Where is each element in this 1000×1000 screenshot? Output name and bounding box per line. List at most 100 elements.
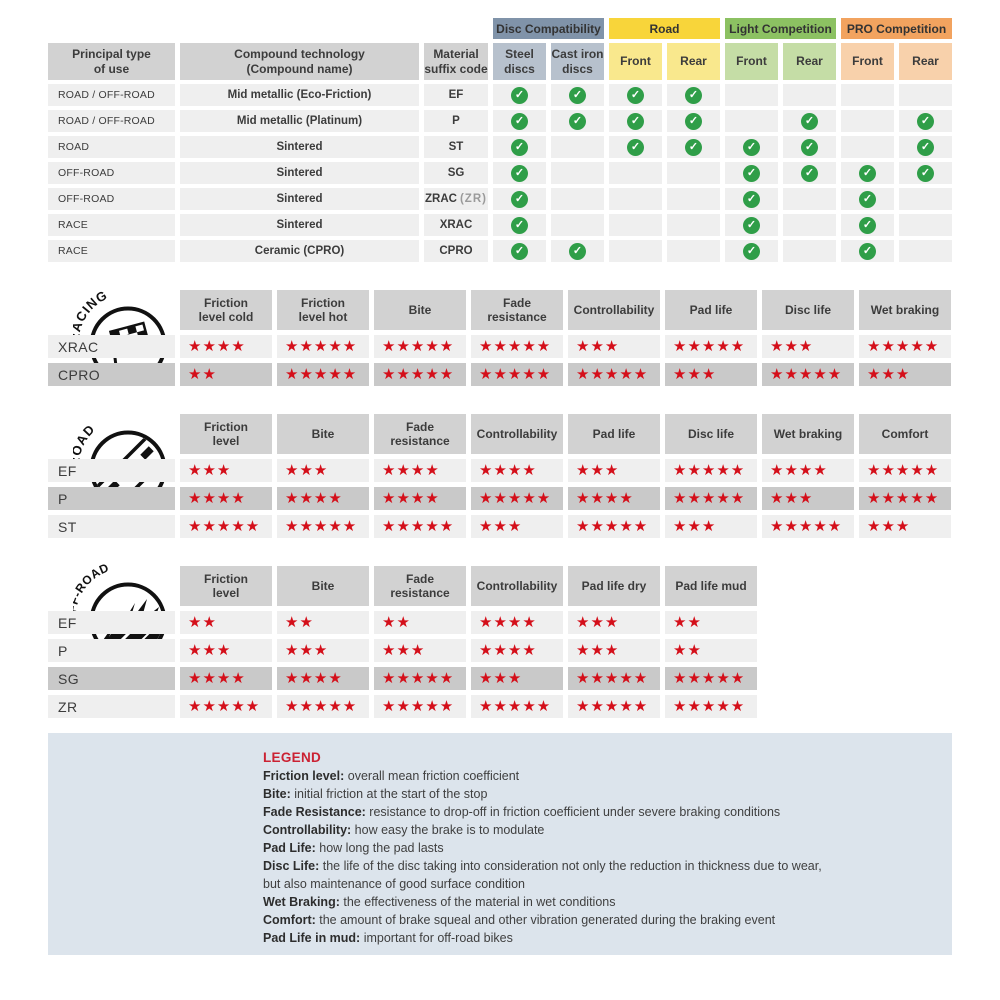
legend-term: Pad Life in mud:: [263, 931, 364, 945]
cell-principal-use: ROAD: [48, 136, 175, 158]
spacer: [424, 18, 488, 39]
rating-column-header: Bite: [277, 414, 369, 454]
compound-row-label: SG: [48, 667, 175, 690]
compat-cell: [667, 214, 720, 236]
star-rating-cell: ★★★★: [374, 487, 466, 510]
sub-column-header: Rear: [899, 43, 952, 80]
group-header-0: Disc Compatibility: [493, 18, 604, 39]
compat-cell: ✓: [493, 214, 546, 236]
legend-desc: overall mean friction coefficient: [347, 769, 520, 783]
compat-cell: [551, 188, 604, 210]
column-header: Principal type of use: [48, 43, 175, 80]
legend-desc: initial friction at the start of the sto…: [294, 787, 488, 801]
star-rating-cell: ★★★★: [471, 639, 563, 662]
compat-cell: ✓: [899, 136, 952, 158]
star-rating-cell: ★★★★★: [665, 335, 757, 358]
check-circle-icon: ✓: [511, 164, 528, 182]
star-icon: ★★★: [673, 518, 717, 535]
star-icon: ★★★: [576, 462, 620, 479]
star-rating-cell: ★★★★: [374, 459, 466, 482]
road-rating-table: Friction level Bite Fade resistance Control…: [48, 414, 952, 538]
compat-cell: ✓: [725, 136, 778, 158]
check-circle-icon: ✓: [801, 138, 818, 156]
star-icon: ★★★: [576, 338, 620, 355]
star-icon: ★★★: [188, 462, 232, 479]
star-icon: ★★: [285, 614, 314, 631]
compat-cell: [609, 240, 662, 262]
star-rating-cell: ★★★★★: [471, 695, 563, 718]
compat-cell: [899, 240, 952, 262]
group-header-3: PRO Competition: [841, 18, 952, 39]
compat-cell: [609, 162, 662, 184]
compat-cell: ✓: [609, 110, 662, 132]
rating-column-header: Friction level cold: [180, 290, 272, 330]
star-rating-cell: ★★★: [568, 611, 660, 634]
legend-box: LEGEND Friction level: overall mean fric…: [48, 733, 952, 955]
rating-column-header: Friction level: [180, 566, 272, 606]
star-icon: ★★★★: [188, 670, 246, 687]
cell-material-suffix-code: XRAC: [424, 214, 488, 236]
star-rating-cell: ★★★★★: [568, 667, 660, 690]
star-rating-cell: ★★★: [665, 515, 757, 538]
legend-desc: resistance to drop-off in friction coeff…: [369, 805, 781, 819]
compat-cell: ✓: [493, 162, 546, 184]
star-rating-cell: ★★: [277, 611, 369, 634]
cell-compound-technology: Mid metallic (Eco-Friction): [180, 84, 419, 106]
star-rating-cell: ★★: [665, 611, 757, 634]
star-icon: ★★★★★: [576, 518, 649, 535]
star-rating-cell: ★★: [374, 611, 466, 634]
star-rating-cell: ★★★★★: [374, 363, 466, 386]
compat-cell: [725, 110, 778, 132]
rating-column-header: Bite: [277, 566, 369, 606]
compound-row-label: ST: [48, 515, 175, 538]
check-circle-icon: ✓: [743, 138, 760, 156]
legend-term: Pad Life:: [263, 841, 320, 855]
cell-compound-technology: Sintered: [180, 162, 419, 184]
compat-cell: ✓: [551, 110, 604, 132]
star-icon: ★★★★★: [867, 338, 940, 355]
star-rating-cell: ★★★★★: [568, 363, 660, 386]
star-rating-cell: ★★★★★: [180, 695, 272, 718]
star-rating-cell: ★★★★★: [277, 363, 369, 386]
legend-term: Fade Resistance:: [263, 805, 370, 819]
cell-suffix-code-note: (ZR): [459, 193, 487, 205]
star-rating-cell: ★★★★★: [665, 667, 757, 690]
rating-column-header: Friction level hot: [277, 290, 369, 330]
compat-cell: ✓: [783, 110, 836, 132]
compound-row-label: P: [48, 639, 175, 662]
compat-cell: ✓: [667, 84, 720, 106]
compat-cell: [725, 84, 778, 106]
star-icon: ★★★★: [382, 462, 440, 479]
star-icon: ★★★: [770, 490, 814, 507]
spacer: [48, 18, 175, 39]
star-icon: ★★★★★: [188, 698, 261, 715]
star-icon: ★★★★★: [188, 518, 261, 535]
star-icon: ★★★: [382, 642, 426, 659]
compat-cell: [841, 110, 894, 132]
legend-item: Pad Life: how long the pad lasts: [263, 839, 922, 857]
cell-compound-technology: Sintered: [180, 136, 419, 158]
star-icon: ★★★★★: [382, 698, 455, 715]
rating-column-header: Disc life: [762, 290, 854, 330]
legend-item: Friction level: overall mean friction co…: [263, 767, 922, 785]
star-rating-cell: ★★: [665, 639, 757, 662]
star-icon: ★★★: [285, 642, 329, 659]
star-icon: ★★★★★: [479, 490, 552, 507]
star-rating-cell: ★★★★★: [374, 667, 466, 690]
cell-material-suffix-code: SG: [424, 162, 488, 184]
star-rating-cell: ★★★★★: [859, 335, 951, 358]
star-rating-cell: ★★★★: [471, 611, 563, 634]
star-icon: ★★★★★: [673, 462, 746, 479]
star-icon: ★★★★★: [382, 366, 455, 383]
star-rating-cell: ★★★: [471, 515, 563, 538]
legend-items: Friction level: overall mean friction co…: [263, 767, 922, 947]
legend-term: Disc Life:: [263, 859, 323, 873]
star-rating-cell: ★★★★: [568, 487, 660, 510]
cell-principal-use: ROAD / OFF-ROAD: [48, 110, 175, 132]
compound-row-label: EF: [48, 459, 175, 482]
compat-cell: ✓: [725, 214, 778, 236]
compound-row-label: ZR: [48, 695, 175, 718]
cell-compound-technology: Ceramic (CPRO): [180, 240, 419, 262]
star-rating-cell: ★★★★: [277, 487, 369, 510]
legend-term: Wet Braking:: [263, 895, 344, 909]
